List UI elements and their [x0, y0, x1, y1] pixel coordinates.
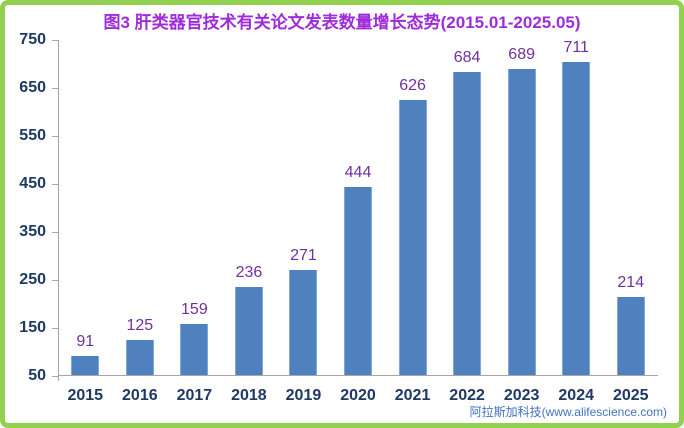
bar-2016 [125, 340, 154, 376]
x-axis-label-2025: 2025 [612, 387, 649, 404]
bar-value-label-2020: 444 [344, 163, 372, 181]
x-axis-label-2020: 2020 [340, 387, 376, 404]
chart-title: 图3 肝类器官技术有关论文发表数量增长态势(2015.01-2025.05) [103, 13, 581, 32]
bar-2020 [344, 186, 372, 376]
x-axis-label-2016: 2016 [122, 387, 158, 404]
x-axis-label-2015: 2015 [67, 387, 104, 404]
y-axis-tick-label-550: 550 [19, 126, 46, 144]
bar-cell-2023: 689 [494, 40, 549, 376]
bar-cell-2021: 626 [385, 40, 440, 376]
y-axis-tick-label-150: 150 [19, 318, 46, 336]
bar-cell-2017: 159 [167, 40, 222, 376]
bar-value-label-2023: 689 [508, 46, 535, 64]
y-axis-tick-mark [52, 376, 58, 377]
bar-2024 [562, 62, 591, 376]
y-axis-tick-label-250: 250 [19, 271, 46, 288]
y-axis-tick-mark [52, 327, 58, 329]
bar-2017 [180, 323, 209, 376]
bar-2018 [234, 286, 263, 376]
y-axis-labels: 750 650 550 450 350 250 150 50 [5, 32, 50, 384]
bar-value-label-2021: 626 [399, 76, 426, 94]
x-axis-label-2024: 2024 [558, 387, 594, 404]
bar-value-label-2016: 125 [126, 317, 154, 335]
bar-value-label-2022: 684 [453, 48, 481, 66]
y-axis-tick-mark [52, 88, 58, 89]
bar-cell-2024: 711 [549, 40, 604, 376]
x-axis-label-2017: 2017 [176, 387, 213, 404]
y-axis-tick-mark [52, 280, 58, 281]
x-axis-label-2018: 2018 [231, 387, 267, 404]
bar-cell-2015: 91 [58, 40, 113, 376]
bar-2023 [507, 69, 536, 376]
bar-cell-2020: 444 [331, 40, 386, 376]
bar-cell-2022: 684 [440, 40, 495, 376]
x-axis-label-2019: 2019 [285, 387, 322, 404]
bar-cell-2016: 125 [113, 40, 168, 376]
bar-value-label-2024: 711 [563, 39, 589, 56]
bar-cell-2025: 214 [603, 40, 658, 376]
y-axis-tick-label-50: 50 [28, 367, 46, 384]
y-axis-tick-mark [52, 183, 58, 185]
bar-value-label-2017: 159 [181, 300, 208, 318]
y-axis-tick-mark [52, 40, 58, 41]
y-axis-tick-mark [52, 135, 58, 137]
bar-2025 [616, 297, 645, 376]
bar-2015 [71, 356, 100, 376]
bar-value-label-2019: 271 [290, 246, 317, 264]
y-axis-tick-mark [52, 232, 58, 233]
y-axis-line [58, 40, 59, 381]
bar-value-label-2015: 91 [76, 333, 95, 351]
y-axis-tick-label-350: 350 [19, 223, 46, 240]
bar-cell-2019: 271 [276, 40, 331, 376]
x-axis-label-2023: 2023 [503, 387, 540, 404]
plot-area: 91 125 159 236 271 444 626 684 689 711 214 [52, 40, 658, 381]
bar-2019 [289, 269, 318, 376]
x-axis-labels: 2015 2016 2017 2018 2019 2020 2021 2022 2023 2024… [58, 388, 658, 404]
bar-value-label-2025: 214 [617, 274, 645, 292]
bar-cell-2018: 236 [222, 40, 277, 376]
x-axis-line [58, 375, 658, 376]
bar-2021 [398, 99, 427, 376]
bars-container: 91 125 159 236 271 444 626 684 689 711 214 [58, 40, 658, 376]
y-axis-tick-label-750: 750 [19, 31, 46, 48]
y-axis-tick-label-650: 650 [19, 79, 46, 96]
bar-2022 [453, 71, 482, 376]
y-axis-tick-label-450: 450 [19, 174, 46, 192]
watermark: 阿拉斯加科技(www.alifescience.com) [469, 405, 667, 419]
x-axis-label-2021: 2021 [394, 387, 431, 404]
bar-value-label-2018: 236 [235, 263, 263, 281]
x-axis-label-2022: 2022 [449, 387, 485, 404]
